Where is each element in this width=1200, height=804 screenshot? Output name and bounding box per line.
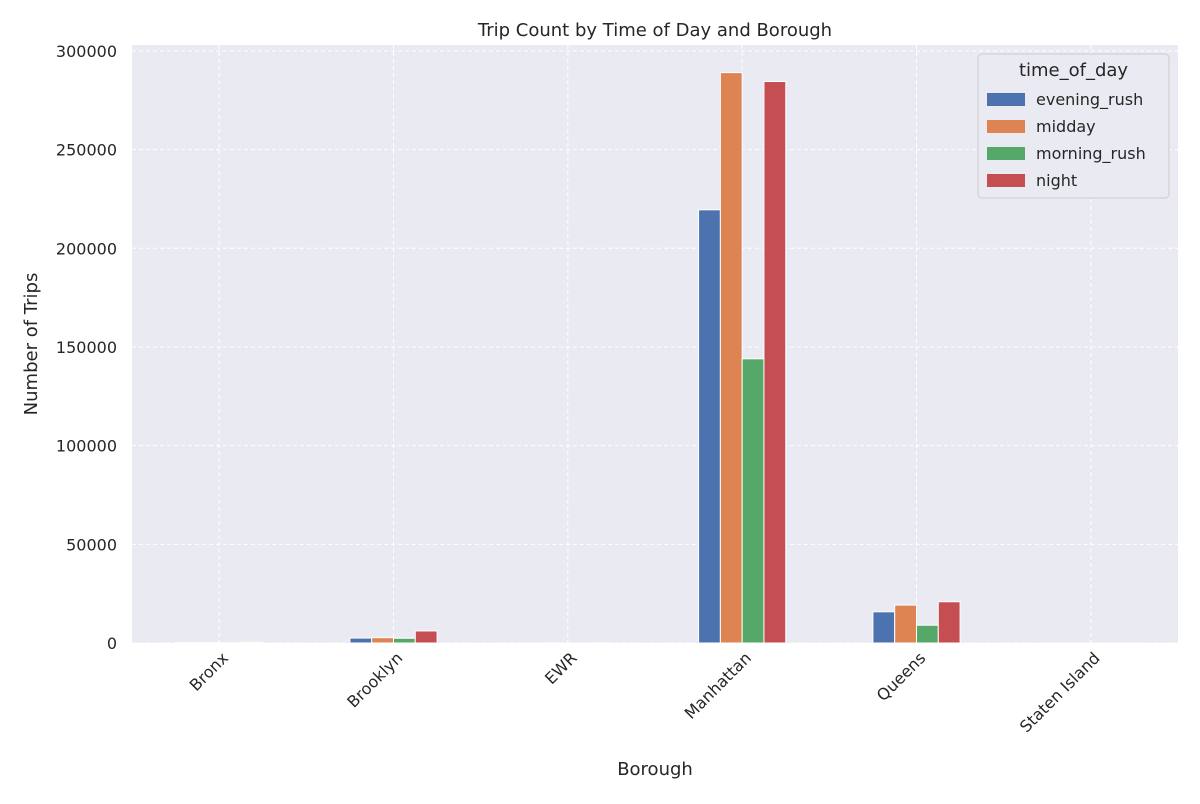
y-tick-label: 300000: [56, 42, 117, 61]
bar-midday-manhattan: [720, 73, 742, 643]
y-tick-label: 100000: [56, 437, 117, 456]
legend-swatch-midday: [987, 120, 1025, 133]
x-tick-label: Staten Island: [1016, 648, 1104, 736]
bar-night-brooklyn: [415, 631, 437, 643]
legend-title: time_of_day: [1019, 60, 1128, 81]
legend-label-night: night: [1036, 171, 1077, 190]
x-tick-label: Bronx: [186, 648, 232, 694]
bar-morning_rush-manhattan: [742, 359, 764, 643]
legend-label-midday: midday: [1036, 117, 1096, 136]
legend-swatch-night: [987, 174, 1025, 187]
y-tick-label: 200000: [56, 239, 117, 258]
bar-midday-queens: [895, 605, 917, 643]
y-tick-label: 50000: [66, 535, 117, 554]
bar-night-queens: [938, 602, 960, 643]
x-tick-label: Brooklyn: [343, 648, 406, 711]
legend-label-evening_rush: evening_rush: [1036, 90, 1143, 110]
legend-swatch-morning_rush: [987, 147, 1025, 160]
bar-morning_rush-brooklyn: [394, 638, 416, 643]
bar-night-bronx: [241, 642, 263, 643]
legend-label-morning_rush: morning_rush: [1036, 144, 1146, 164]
bar-evening_rush-manhattan: [699, 210, 721, 643]
x-tick-label: EWR: [541, 648, 581, 688]
bar-night-manhattan: [764, 82, 786, 643]
y-tick-label: 0: [107, 634, 117, 653]
y-tick-label: 150000: [56, 338, 117, 357]
y-axis-label: Number of Trips: [21, 273, 42, 416]
y-axis-ticks: 0 50000 100000 150000 200000 250000 300000: [56, 42, 117, 653]
chart-title: Trip Count by Time of Day and Borough: [477, 20, 832, 41]
bar-evening_rush-brooklyn: [350, 638, 372, 643]
bar-morning_rush-queens: [917, 625, 939, 643]
bar-midday-brooklyn: [372, 638, 394, 643]
y-tick-label: 250000: [56, 141, 117, 160]
x-axis-label: Borough: [617, 759, 693, 780]
x-tick-label: Manhattan: [681, 648, 755, 722]
legend-swatch-evening_rush: [987, 93, 1025, 106]
x-axis-ticks: Bronx Brooklyn EWR Manhattan Queens Staten Is…: [186, 648, 1104, 736]
bar-evening_rush-queens: [873, 612, 895, 643]
x-tick-label: Queens: [873, 648, 930, 705]
